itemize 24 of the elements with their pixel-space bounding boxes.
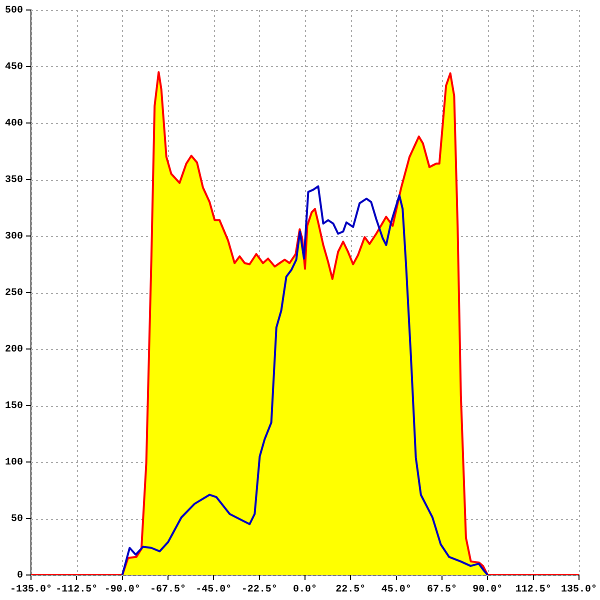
- x-tick-label: 135.0°: [560, 584, 598, 596]
- x-tick-label: -90.0°: [104, 584, 140, 596]
- x-tick-label: 22.5°: [336, 584, 366, 596]
- y-tick-label: 300: [4, 232, 24, 243]
- x-tick-label: 90.0°: [472, 584, 503, 596]
- y-tick-label: 50: [10, 514, 24, 526]
- x-tick-label: -22.5°: [241, 584, 278, 596]
- x-tick-label: 112.5°: [515, 584, 552, 596]
- x-tick-label: -135.0°: [10, 584, 52, 596]
- y-tick-label: 400: [4, 118, 24, 130]
- x-tick-label: 67.5°: [426, 584, 458, 596]
- y-tick-label: 150: [4, 401, 24, 412]
- x-tick-label: 0.0°: [292, 584, 318, 596]
- y-tick-label: 450: [4, 62, 24, 74]
- y-tick-label: 500: [4, 6, 24, 17]
- y-tick-label: 100: [4, 458, 24, 469]
- x-tick-label: -112.5°: [56, 584, 98, 596]
- y-tick-label: 350: [4, 175, 24, 186]
- x-tick-label: -67.5°: [150, 584, 186, 596]
- x-tick-label: -45.0°: [196, 584, 232, 596]
- y-tick-label: 0: [16, 570, 24, 582]
- y-tick-label: 200: [4, 344, 24, 356]
- y-tick-label: 250: [4, 288, 24, 300]
- x-tick-label: 45.0°: [381, 584, 412, 596]
